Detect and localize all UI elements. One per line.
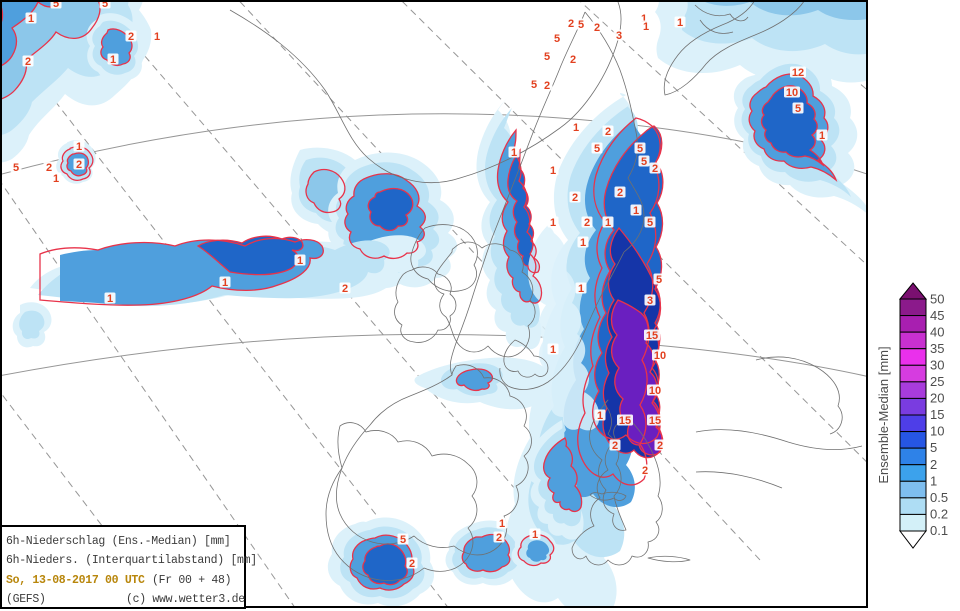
svg-text:1: 1 <box>222 277 228 289</box>
svg-text:So, 13-08-2017 00 UTC: So, 13-08-2017 00 UTC <box>6 574 145 587</box>
svg-text:2: 2 <box>584 217 590 229</box>
svg-text:15: 15 <box>646 330 658 342</box>
svg-text:1: 1 <box>511 147 517 159</box>
svg-text:1: 1 <box>499 518 505 530</box>
svg-text:10: 10 <box>786 87 798 99</box>
svg-text:5: 5 <box>637 143 643 155</box>
svg-text:2: 2 <box>612 440 618 452</box>
svg-text:2: 2 <box>594 22 600 34</box>
svg-text:2: 2 <box>496 532 502 544</box>
svg-text:1: 1 <box>550 217 556 229</box>
svg-text:1: 1 <box>597 410 603 422</box>
svg-text:1: 1 <box>605 217 611 229</box>
svg-text:2: 2 <box>128 31 134 43</box>
svg-text:1: 1 <box>110 54 116 66</box>
svg-text:1: 1 <box>28 13 34 25</box>
svg-text:2: 2 <box>652 163 658 175</box>
svg-text:1: 1 <box>53 173 59 185</box>
svg-text:3: 3 <box>647 295 653 307</box>
svg-text:35: 35 <box>930 341 944 356</box>
svg-text:5: 5 <box>647 217 653 229</box>
svg-text:20: 20 <box>930 391 944 406</box>
svg-text:2: 2 <box>342 283 348 295</box>
svg-text:5: 5 <box>554 33 560 45</box>
svg-text:2: 2 <box>76 159 82 171</box>
svg-text:5: 5 <box>578 19 584 31</box>
svg-text:(GEFS): (GEFS) <box>6 593 46 606</box>
svg-text:25: 25 <box>930 374 944 389</box>
svg-text:1: 1 <box>76 141 82 153</box>
svg-text:1: 1 <box>550 165 556 177</box>
svg-text:6h-Niederschlag (Ens.-Median): 6h-Niederschlag (Ens.-Median) [mm] <box>6 535 230 548</box>
svg-text:1: 1 <box>677 17 683 29</box>
svg-text:1: 1 <box>154 31 160 43</box>
svg-text:1: 1 <box>633 205 639 217</box>
svg-text:1: 1 <box>643 21 649 33</box>
svg-text:5: 5 <box>594 143 600 155</box>
svg-text:2: 2 <box>930 457 937 472</box>
svg-text:5: 5 <box>531 79 537 91</box>
svg-text:6h-Nieders. (Interquartilabsta: 6h-Nieders. (Interquartilabstand) [mm] <box>6 554 257 567</box>
svg-text:(c) www.wetter3.de: (c) www.wetter3.de <box>126 593 245 606</box>
svg-text:1: 1 <box>930 474 937 489</box>
svg-text:2: 2 <box>46 162 52 174</box>
svg-text:5: 5 <box>641 156 647 168</box>
svg-text:10: 10 <box>930 424 944 439</box>
svg-text:45: 45 <box>930 308 944 323</box>
svg-text:2: 2 <box>544 80 550 92</box>
svg-text:15: 15 <box>649 415 661 427</box>
svg-text:2: 2 <box>570 54 576 66</box>
svg-text:0.5: 0.5 <box>930 490 948 505</box>
svg-text:1: 1 <box>578 283 584 295</box>
svg-text:5: 5 <box>13 162 19 174</box>
svg-text:30: 30 <box>930 358 944 373</box>
svg-text:2: 2 <box>605 126 611 138</box>
svg-text:2: 2 <box>657 440 663 452</box>
svg-text:5: 5 <box>400 534 406 546</box>
svg-text:0.2: 0.2 <box>930 507 948 522</box>
svg-text:1: 1 <box>550 344 556 356</box>
svg-text:Ensemble-Median [mm]: Ensemble-Median [mm] <box>876 346 891 483</box>
svg-text:5: 5 <box>544 51 550 63</box>
svg-text:15: 15 <box>619 415 631 427</box>
svg-text:10: 10 <box>654 350 666 362</box>
svg-text:2: 2 <box>572 192 578 204</box>
svg-text:15: 15 <box>930 407 944 422</box>
svg-text:2: 2 <box>25 56 31 68</box>
svg-text:0.1: 0.1 <box>930 523 948 538</box>
svg-text:2: 2 <box>568 18 574 30</box>
svg-text:50: 50 <box>930 292 944 307</box>
svg-text:5: 5 <box>656 274 662 286</box>
svg-text:40: 40 <box>930 325 944 340</box>
svg-text:1: 1 <box>580 237 586 249</box>
svg-text:3: 3 <box>616 30 622 42</box>
svg-text:1: 1 <box>532 529 538 541</box>
svg-text:2: 2 <box>617 187 623 199</box>
svg-text:5: 5 <box>930 440 937 455</box>
svg-text:1: 1 <box>107 293 113 305</box>
svg-text:12: 12 <box>792 67 804 79</box>
svg-text:1: 1 <box>297 255 303 267</box>
svg-text:10: 10 <box>649 385 661 397</box>
svg-text:1: 1 <box>573 122 579 134</box>
svg-text:2: 2 <box>409 558 415 570</box>
svg-text:2: 2 <box>642 465 648 477</box>
svg-text:(Fr 00 + 48): (Fr 00 + 48) <box>152 574 231 587</box>
svg-text:5: 5 <box>795 103 801 115</box>
svg-text:1: 1 <box>819 130 825 142</box>
